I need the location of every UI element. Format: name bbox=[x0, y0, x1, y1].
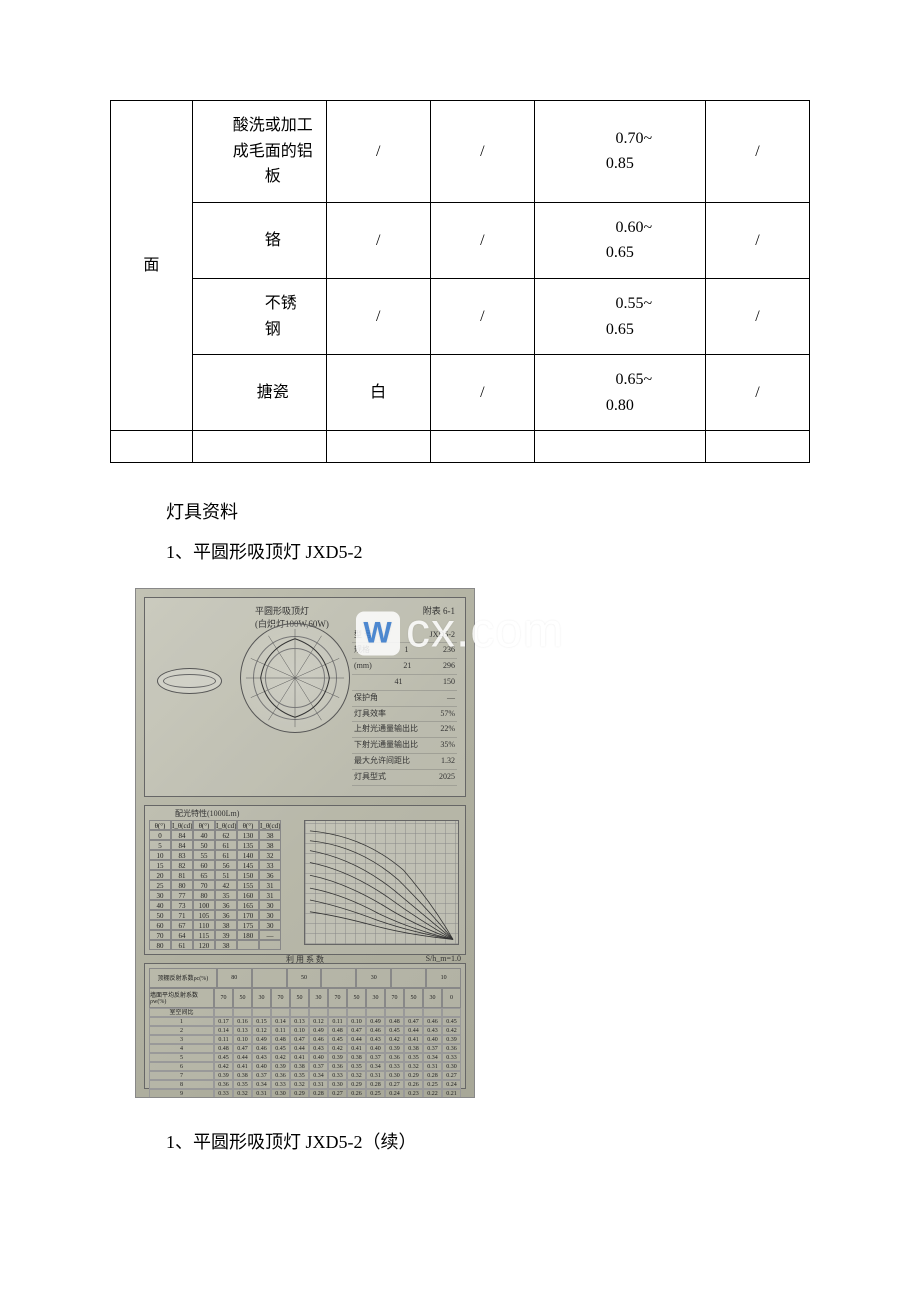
cell-material: 酸洗或加工成毛面的铝板 bbox=[192, 101, 326, 203]
curve-lines bbox=[305, 821, 458, 944]
cell-range: 0.70~0.85 bbox=[534, 101, 705, 203]
polar-rays bbox=[241, 624, 349, 732]
curve-graph bbox=[304, 820, 459, 945]
table-row: 面 酸洗或加工成毛面的铝板 / / 0.70~0.85 / bbox=[111, 101, 810, 203]
cell-range: 0.55~0.65 bbox=[534, 278, 705, 354]
figure-top-panel: 平圆形吸顶灯(白炽灯100W,60W) 附表 6-1 bbox=[144, 597, 466, 797]
row-group-label: 面 bbox=[111, 101, 193, 431]
table-empty-row bbox=[111, 431, 810, 463]
cell: / bbox=[326, 278, 430, 354]
cell: 白 bbox=[326, 355, 430, 431]
lamp-shape-icon bbox=[157, 668, 222, 694]
table-row: 不锈钢 / / 0.55~0.65 / bbox=[111, 278, 810, 354]
cell: / bbox=[430, 278, 534, 354]
cell: / bbox=[430, 355, 534, 431]
figure-specs-list: 型 号JXD5-2 规格1236 (mm)21296 41150 保护角— 灯具… bbox=[352, 628, 457, 786]
figure-mid-panel: 配光特性(1000Lm) θ(°)I_θ(cd)θ(°)I_θ(cd)θ(°)I… bbox=[144, 805, 466, 955]
lamp-spec-figure: 平圆形吸顶灯(白炽灯100W,60W) 附表 6-1 bbox=[135, 588, 475, 1098]
ratio-label: S/h_m=1.0 bbox=[426, 954, 461, 963]
figure-bottom-panel: 利 用 系 数 S/h_m=1.0 顶棚反射系数ρc(%)80503010墙面平… bbox=[144, 963, 466, 1089]
cell-range: 0.65~0.80 bbox=[534, 355, 705, 431]
figure-table-ref: 附表 6-1 bbox=[423, 604, 455, 617]
section-heading: 灯具资料 bbox=[130, 493, 810, 533]
cell: / bbox=[705, 355, 809, 431]
coefficient-grid: 顶棚反射系数ρc(%)80503010墙面平均反射系数ρw(%)70503070… bbox=[149, 968, 461, 1084]
cell: / bbox=[326, 202, 430, 278]
cell-material: 不锈钢 bbox=[192, 278, 326, 354]
cell: / bbox=[326, 101, 430, 203]
polar-diagram bbox=[240, 623, 350, 733]
cell-range: 0.60~0.65 bbox=[534, 202, 705, 278]
cell-material: 搪瓷 bbox=[192, 355, 326, 431]
table-row: 铬 / / 0.60~0.65 / bbox=[111, 202, 810, 278]
intensity-table: θ(°)I_θ(cd)θ(°)I_θ(cd)θ(°)I_θ(cd)0844062… bbox=[149, 820, 299, 950]
cell: / bbox=[705, 202, 809, 278]
coef-label: 利 用 系 数 bbox=[286, 954, 324, 965]
item-heading: 1、平圆形吸顶灯 JXD5-2 bbox=[130, 533, 810, 573]
cell: / bbox=[430, 101, 534, 203]
mid-label: 配光特性(1000Lm) bbox=[175, 808, 239, 819]
materials-table: 面 酸洗或加工成毛面的铝板 / / 0.70~0.85 / 铬 / / 0.60… bbox=[110, 100, 810, 463]
item-heading-continued: 1、平圆形吸顶灯 JXD5-2（续） bbox=[130, 1123, 810, 1163]
table-row: 搪瓷 白 / 0.65~0.80 / bbox=[111, 355, 810, 431]
cell: / bbox=[430, 202, 534, 278]
cell-material: 铬 bbox=[192, 202, 326, 278]
cell: / bbox=[705, 278, 809, 354]
cell: / bbox=[705, 101, 809, 203]
